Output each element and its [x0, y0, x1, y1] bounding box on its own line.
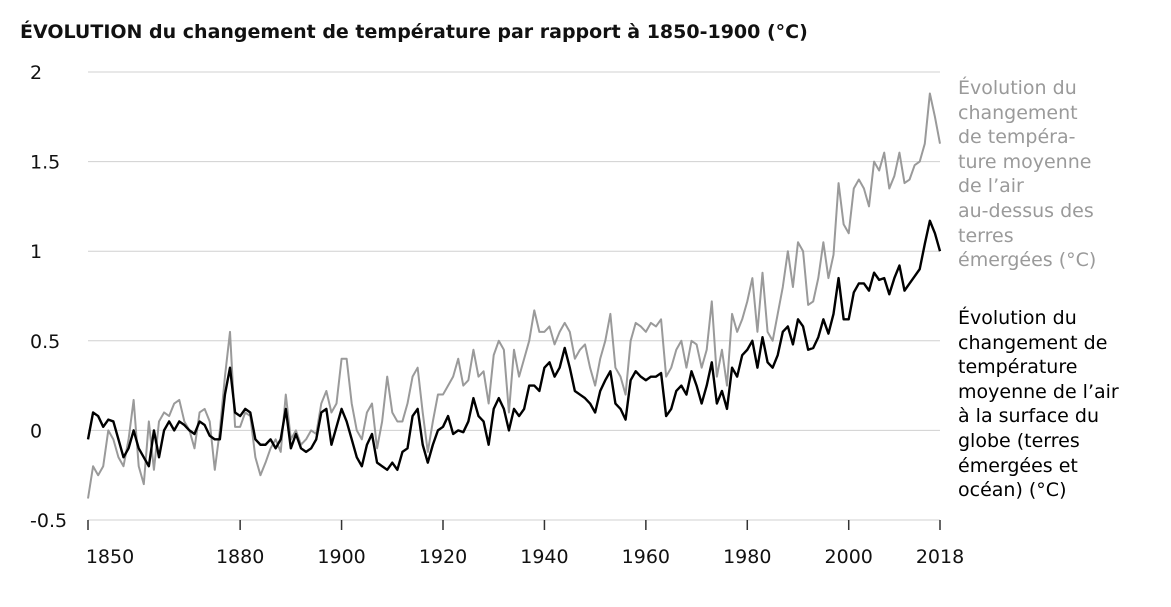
- legend-entry: Évolution du changement de tempéra- ture…: [958, 77, 1097, 272]
- x-tick-label: 1920: [419, 546, 467, 568]
- series-line: [86, 219, 942, 472]
- x-tick-label: 1850: [86, 546, 134, 568]
- series-line: [87, 92, 941, 499]
- x-tick-label: 1980: [723, 546, 771, 568]
- x-tick-label: 1960: [622, 546, 670, 568]
- chart-title: ÉVOLUTION du changement de température p…: [20, 20, 808, 43]
- y-tick-label: -0.5: [30, 510, 67, 532]
- y-tick-label: 2: [30, 62, 42, 84]
- y-tick-label: 0.5: [30, 331, 60, 353]
- x-tick-label: 1900: [317, 546, 365, 568]
- x-tick-label: 1940: [520, 546, 568, 568]
- legend-entry: Évolution du changement de température m…: [958, 307, 1119, 502]
- x-tick-label: 1880: [216, 546, 264, 568]
- x-tick-label: 2000: [825, 546, 873, 568]
- y-tick-label: 1: [30, 241, 42, 263]
- x-tick-label: 2018: [916, 546, 964, 568]
- y-tick-label: 1.5: [30, 152, 60, 174]
- y-tick-label: 0: [30, 420, 42, 442]
